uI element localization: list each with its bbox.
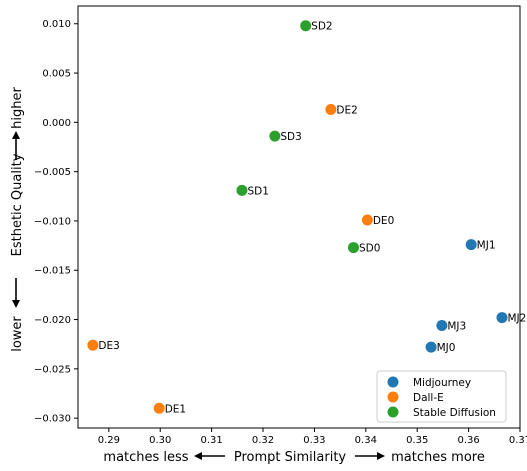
legend: Midjourney Dall-E Stable Diffusion	[376, 370, 507, 423]
x-axis: 0.29 0.30 0.31 0.32 0.33 0.34 0.35 0.36 0.37	[98, 428, 527, 446]
x-tick-label: 0.31	[200, 435, 222, 446]
legend-label-stable-diffusion: Stable Diffusion	[413, 407, 496, 419]
y-axis-label-top: higher	[10, 87, 25, 129]
y-axis-label: lower Esthetic Quality higher	[10, 87, 25, 352]
legend-label-dall-e: Dall-E	[413, 392, 444, 404]
y-axis-label-bottom: lower	[10, 316, 25, 352]
x-tick-label: 0.30	[149, 435, 171, 446]
data-point-mj2	[496, 312, 508, 324]
point-label-de0: DE0	[373, 215, 394, 227]
legend-box	[376, 370, 507, 423]
data-point-de2	[325, 104, 337, 116]
y-tick-label: −0.025	[34, 364, 71, 375]
point-label-sd2: SD2	[311, 21, 332, 33]
data-point-sd0	[347, 242, 359, 254]
point-label-de2: DE2	[336, 105, 357, 117]
y-tick-label: −0.015	[34, 266, 71, 277]
point-label-mj3: MJ3	[447, 320, 466, 332]
point-label-de1: DE1	[165, 403, 186, 415]
plot-frame	[77, 5, 521, 429]
x-tick-label: 0.33	[303, 435, 325, 446]
x-axis-label-left: matches less	[103, 450, 188, 465]
y-tick-label: −0.005	[34, 167, 71, 178]
y-axis-down-arrowhead	[12, 300, 20, 308]
legend-marker-dall-e	[387, 391, 399, 403]
x-tick-label: 0.34	[355, 435, 377, 446]
plot-area	[77, 5, 521, 429]
y-tick-label: −0.020	[34, 315, 71, 326]
legend-marker-stable-diffusion	[387, 406, 399, 418]
data-point-de1	[153, 402, 165, 414]
data-point-sd1	[236, 184, 248, 196]
y-axis-label-center: Esthetic Quality	[10, 153, 25, 256]
y-tick-label: 0.000	[42, 118, 71, 129]
x-axis-right-arrowhead	[377, 452, 385, 460]
point-label-mj2: MJ2	[508, 313, 527, 325]
x-axis-label-center: Prompt Similarity	[234, 450, 347, 465]
point-label-mj0: MJ0	[437, 342, 456, 354]
x-axis-label: matches less Prompt Similarity matches m…	[103, 450, 484, 465]
y-tick-label: −0.030	[34, 414, 71, 425]
point-label-de3: DE3	[98, 340, 119, 352]
y-axis-up-arrowhead	[12, 131, 20, 139]
x-tick-label: 0.37	[509, 435, 527, 446]
legend-label-midjourney: Midjourney	[413, 377, 471, 389]
data-point-mj3	[436, 319, 448, 331]
data-point-mj0	[425, 341, 437, 353]
point-label-mj1: MJ1	[477, 240, 496, 252]
x-tick-label: 0.32	[252, 435, 274, 446]
y-tick-label: 0.010	[42, 19, 71, 30]
x-axis-label-right: matches more	[391, 450, 485, 465]
y-axis: −0.030 −0.025 −0.020 −0.015 −0.010 −0.005 0.00…	[34, 19, 78, 425]
x-tick-label: 0.35	[406, 435, 428, 446]
data-point-de0	[361, 214, 373, 226]
point-labels: MJ1 MJ2 MJ3 MJ0 DE2 DE0 DE3 DE1 SD2 SD3 SD1 SD0	[98, 21, 526, 416]
point-label-sd3: SD3	[280, 131, 301, 143]
x-tick-label: 0.29	[98, 435, 120, 446]
y-tick-label: −0.010	[34, 216, 71, 227]
legend-marker-midjourney	[387, 376, 399, 388]
x-axis-left-arrowhead	[194, 452, 202, 460]
data-point-sd3	[269, 130, 281, 142]
point-label-sd1: SD1	[247, 185, 268, 197]
data-point-mj1	[465, 239, 477, 251]
point-label-sd0: SD0	[359, 243, 380, 255]
x-tick-label: 0.36	[457, 435, 479, 446]
data-point-sd2	[300, 20, 312, 32]
data-point-de3	[87, 339, 99, 351]
data-points	[87, 20, 508, 414]
y-tick-label: 0.005	[42, 69, 71, 80]
